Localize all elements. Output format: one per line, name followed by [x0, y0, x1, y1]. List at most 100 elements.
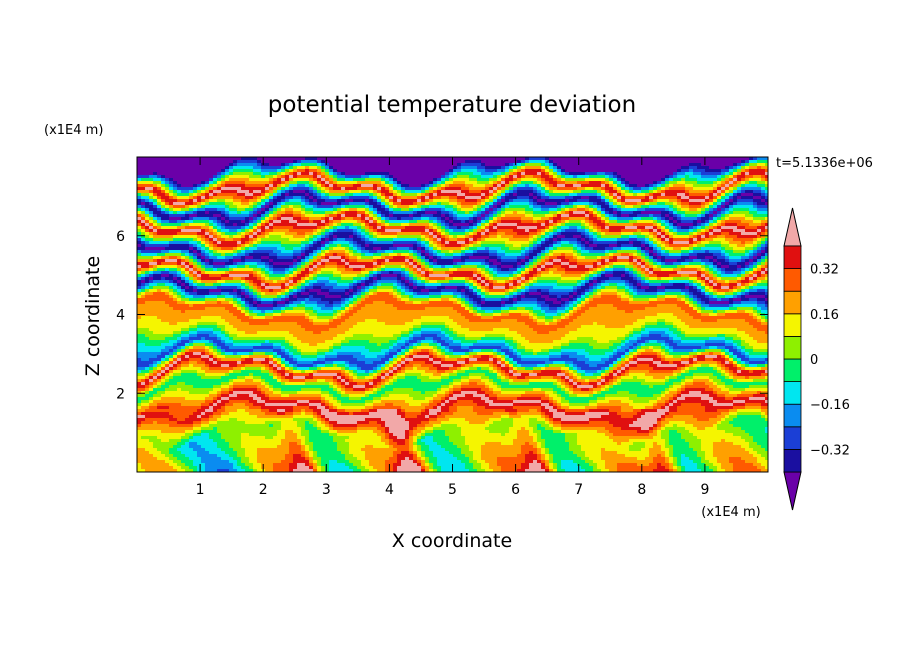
heatmap-cell [225, 208, 230, 212]
heatmap-cell [481, 217, 486, 221]
heatmap-cell [517, 196, 522, 200]
heatmap-cell [361, 226, 366, 230]
heatmap-cell [481, 229, 486, 233]
heatmap-cell [309, 244, 314, 248]
heatmap-cell [749, 217, 754, 221]
heatmap-cell [557, 229, 562, 233]
heatmap-cell [277, 235, 282, 239]
heatmap-cell [185, 163, 190, 167]
heatmap-cell [537, 196, 542, 200]
heatmap-cell [305, 247, 310, 251]
heatmap-cell [165, 217, 170, 221]
heatmap-cell [449, 250, 454, 254]
heatmap-cell [293, 184, 298, 188]
heatmap-cell [497, 229, 502, 233]
heatmap-cell [197, 241, 202, 245]
heatmap-cell [321, 172, 326, 176]
heatmap-cell [541, 193, 546, 197]
heatmap-cell [217, 172, 222, 176]
heatmap-cell [517, 226, 522, 230]
heatmap-cell [589, 229, 594, 233]
heatmap-cell [381, 226, 386, 230]
heatmap-cell [641, 238, 646, 242]
heatmap-cell [293, 196, 298, 200]
heatmap-cell [549, 214, 554, 218]
heatmap-cell [665, 247, 670, 251]
heatmap-cell [149, 223, 154, 227]
heatmap-cell [161, 169, 166, 173]
heatmap-cell [553, 163, 558, 167]
heatmap-cell [385, 169, 390, 173]
heatmap-cell [161, 226, 166, 230]
heatmap-cell [389, 190, 394, 194]
heatmap-cell [165, 232, 170, 236]
heatmap-cell [305, 208, 310, 212]
heatmap-cell [693, 202, 698, 206]
heatmap-cell [241, 208, 246, 212]
heatmap-cell [461, 175, 466, 179]
heatmap-cell [349, 247, 354, 251]
heatmap-cell [285, 160, 290, 164]
heatmap-cell [621, 157, 626, 161]
heatmap-cell [261, 229, 266, 233]
heatmap-cell [517, 175, 522, 179]
heatmap-cell [753, 163, 758, 167]
heatmap-cell [329, 214, 334, 218]
heatmap-cell [225, 160, 230, 164]
heatmap-cell [661, 163, 666, 167]
heatmap-cell [421, 190, 426, 194]
heatmap-cell [397, 199, 402, 203]
heatmap-cell [141, 169, 146, 173]
heatmap-cell [481, 181, 486, 185]
heatmap-cell [529, 247, 534, 251]
heatmap-cell [181, 205, 186, 209]
heatmap-cell [241, 160, 246, 164]
heatmap-cell [297, 163, 302, 167]
heatmap-cell [585, 175, 590, 179]
heatmap-cell [385, 247, 390, 251]
heatmap-cell [397, 172, 402, 176]
heatmap-cell [629, 202, 634, 206]
heatmap-cell [349, 190, 354, 194]
heatmap-cell [289, 214, 294, 218]
heatmap-cell [733, 193, 738, 197]
heatmap-cell [749, 187, 754, 191]
heatmap-cell [693, 157, 698, 161]
heatmap-cell [241, 229, 246, 233]
heatmap-cell [241, 247, 246, 251]
heatmap-cell [645, 184, 650, 188]
heatmap-cell [517, 181, 522, 185]
heatmap-cell [249, 217, 254, 221]
heatmap-cell [213, 208, 218, 212]
heatmap-cell [717, 235, 722, 239]
heatmap-cell [373, 238, 378, 242]
heatmap-cell [293, 214, 298, 218]
heatmap-cell [377, 190, 382, 194]
heatmap-cell [453, 181, 458, 185]
heatmap-cell [597, 244, 602, 248]
heatmap-cell [677, 157, 682, 161]
heatmap-cell [253, 178, 258, 182]
heatmap-cell [157, 205, 162, 209]
heatmap-cell [333, 229, 338, 233]
heatmap-cell [353, 223, 358, 227]
heatmap-cell [609, 229, 614, 233]
heatmap-cell [565, 220, 570, 224]
heatmap-cell [641, 166, 646, 170]
heatmap-cell [649, 214, 654, 218]
heatmap-cell [433, 187, 438, 191]
heatmap-cell [313, 244, 318, 248]
heatmap-cell [377, 220, 382, 224]
heatmap-cell [585, 247, 590, 251]
heatmap-cell [385, 163, 390, 167]
heatmap-cell [521, 229, 526, 233]
heatmap-cell [637, 190, 642, 194]
heatmap-cell [461, 169, 466, 173]
heatmap-cell [349, 205, 354, 209]
heatmap-cell [189, 193, 194, 197]
heatmap-cell [357, 232, 362, 236]
heatmap-cell [749, 193, 754, 197]
heatmap-cell [213, 193, 218, 197]
heatmap-cell [337, 250, 342, 254]
heatmap-cell [413, 202, 418, 206]
